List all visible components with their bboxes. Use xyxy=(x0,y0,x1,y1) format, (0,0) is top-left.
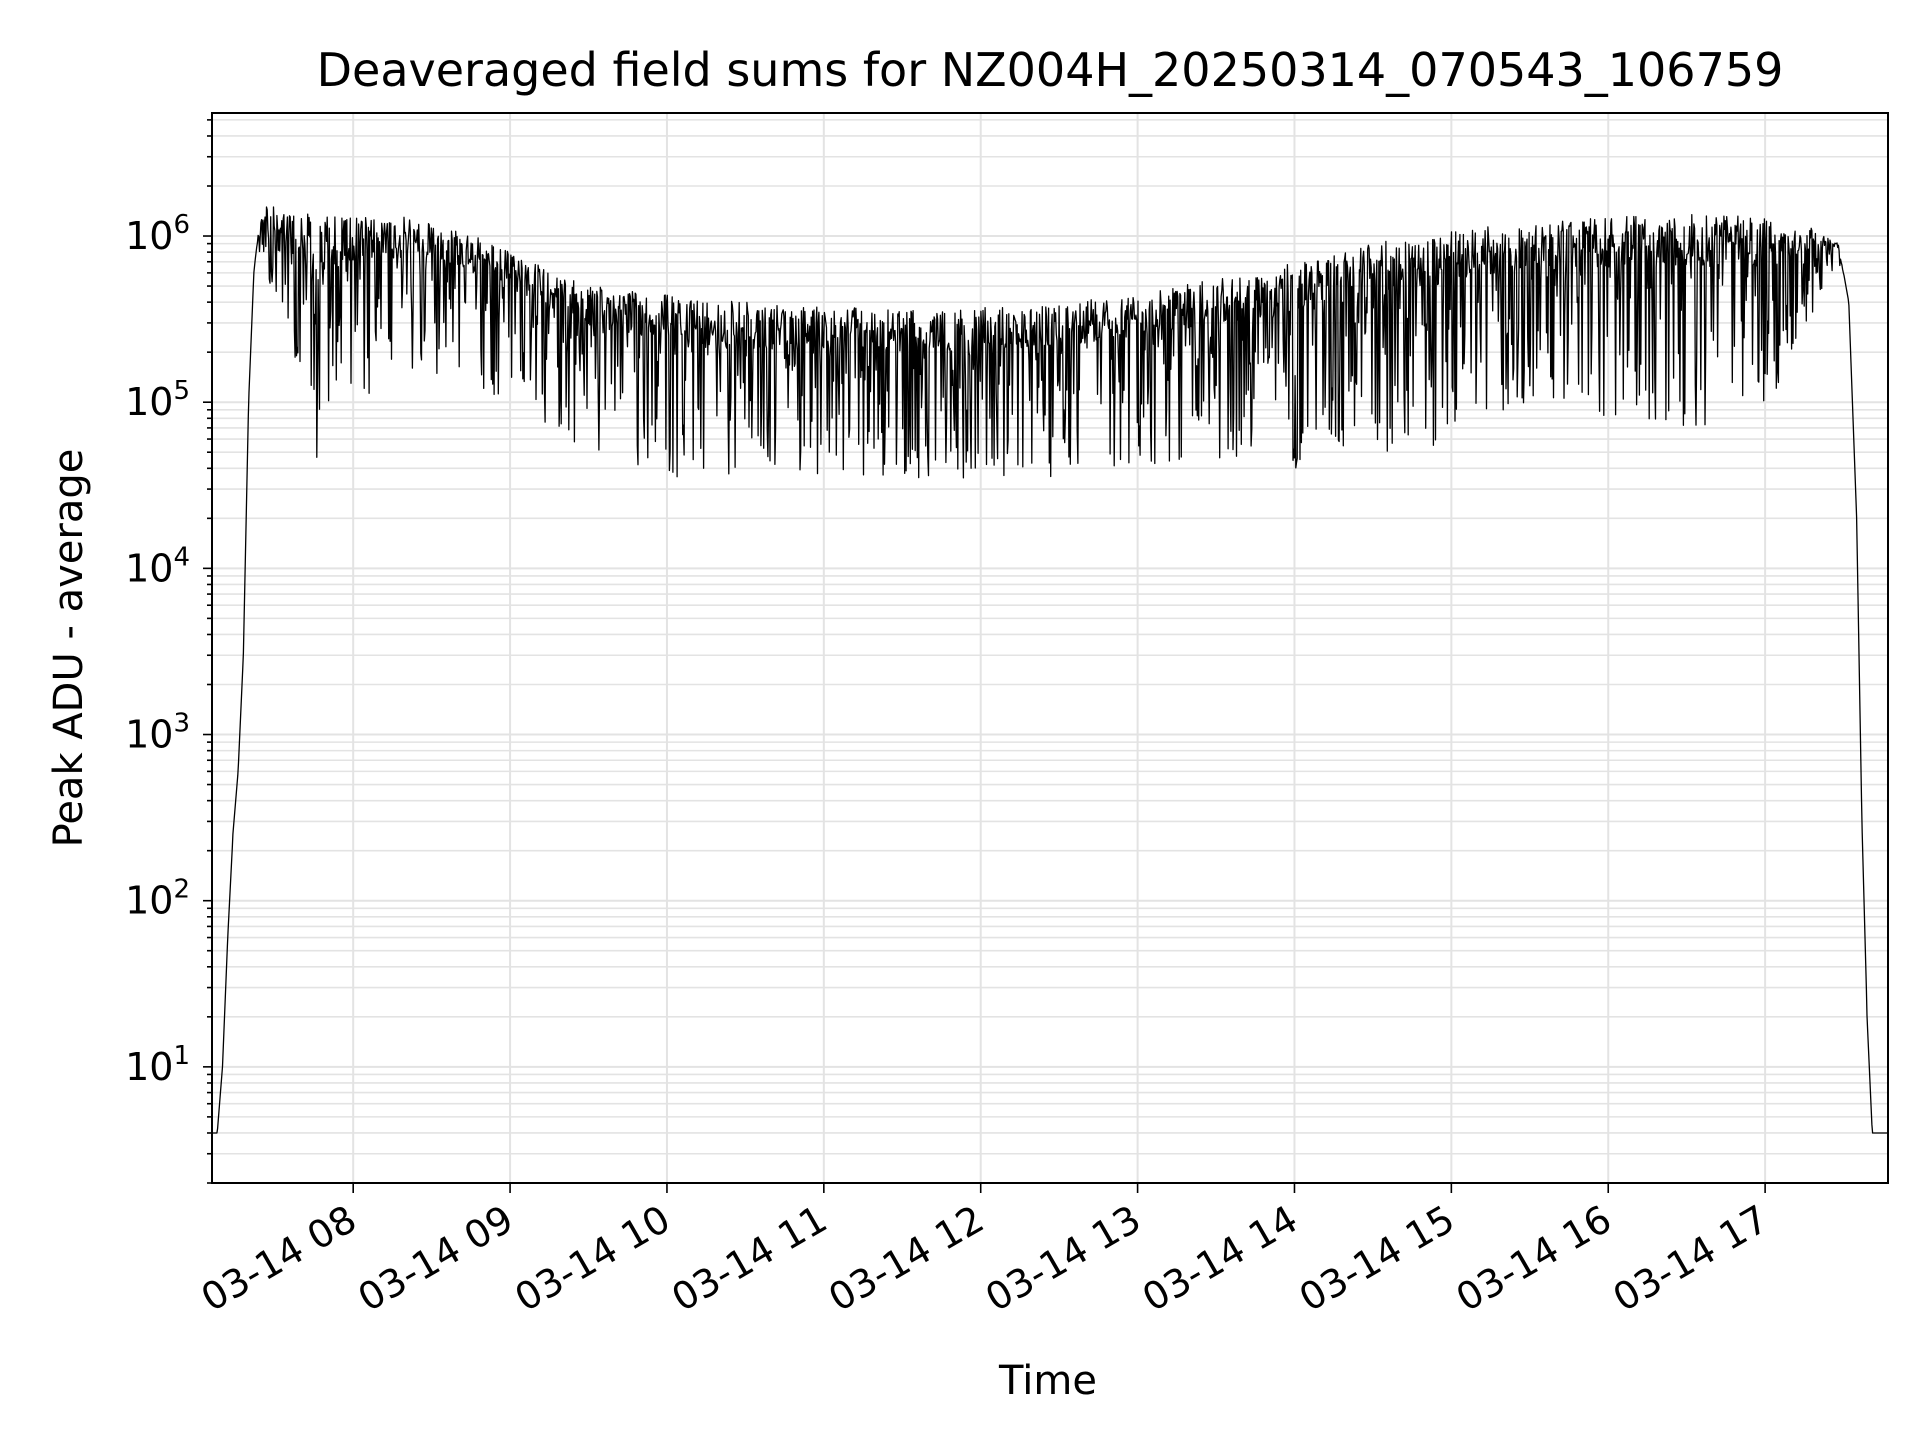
y-axis-ticks: 101 102 103 104 105 106 xyxy=(125,119,212,1184)
y-tick-label: 102 xyxy=(125,875,190,923)
y-tick-label: 101 xyxy=(125,1041,190,1089)
grid xyxy=(212,113,1888,1184)
y-tick-label: 105 xyxy=(125,376,190,424)
series-line xyxy=(212,206,1888,1134)
y-tick-label: 104 xyxy=(125,542,190,590)
y-axis-label: Peak ADU - average xyxy=(46,449,92,848)
plot-frame xyxy=(211,112,1889,1184)
y-tick-label: 103 xyxy=(125,709,190,757)
data-series xyxy=(212,206,1888,1134)
chart-title: Deaveraged field sums for NZ004H_2025031… xyxy=(317,43,1784,97)
x-axis-label: Time xyxy=(998,1358,1097,1404)
y-tick-label: 106 xyxy=(125,210,190,258)
